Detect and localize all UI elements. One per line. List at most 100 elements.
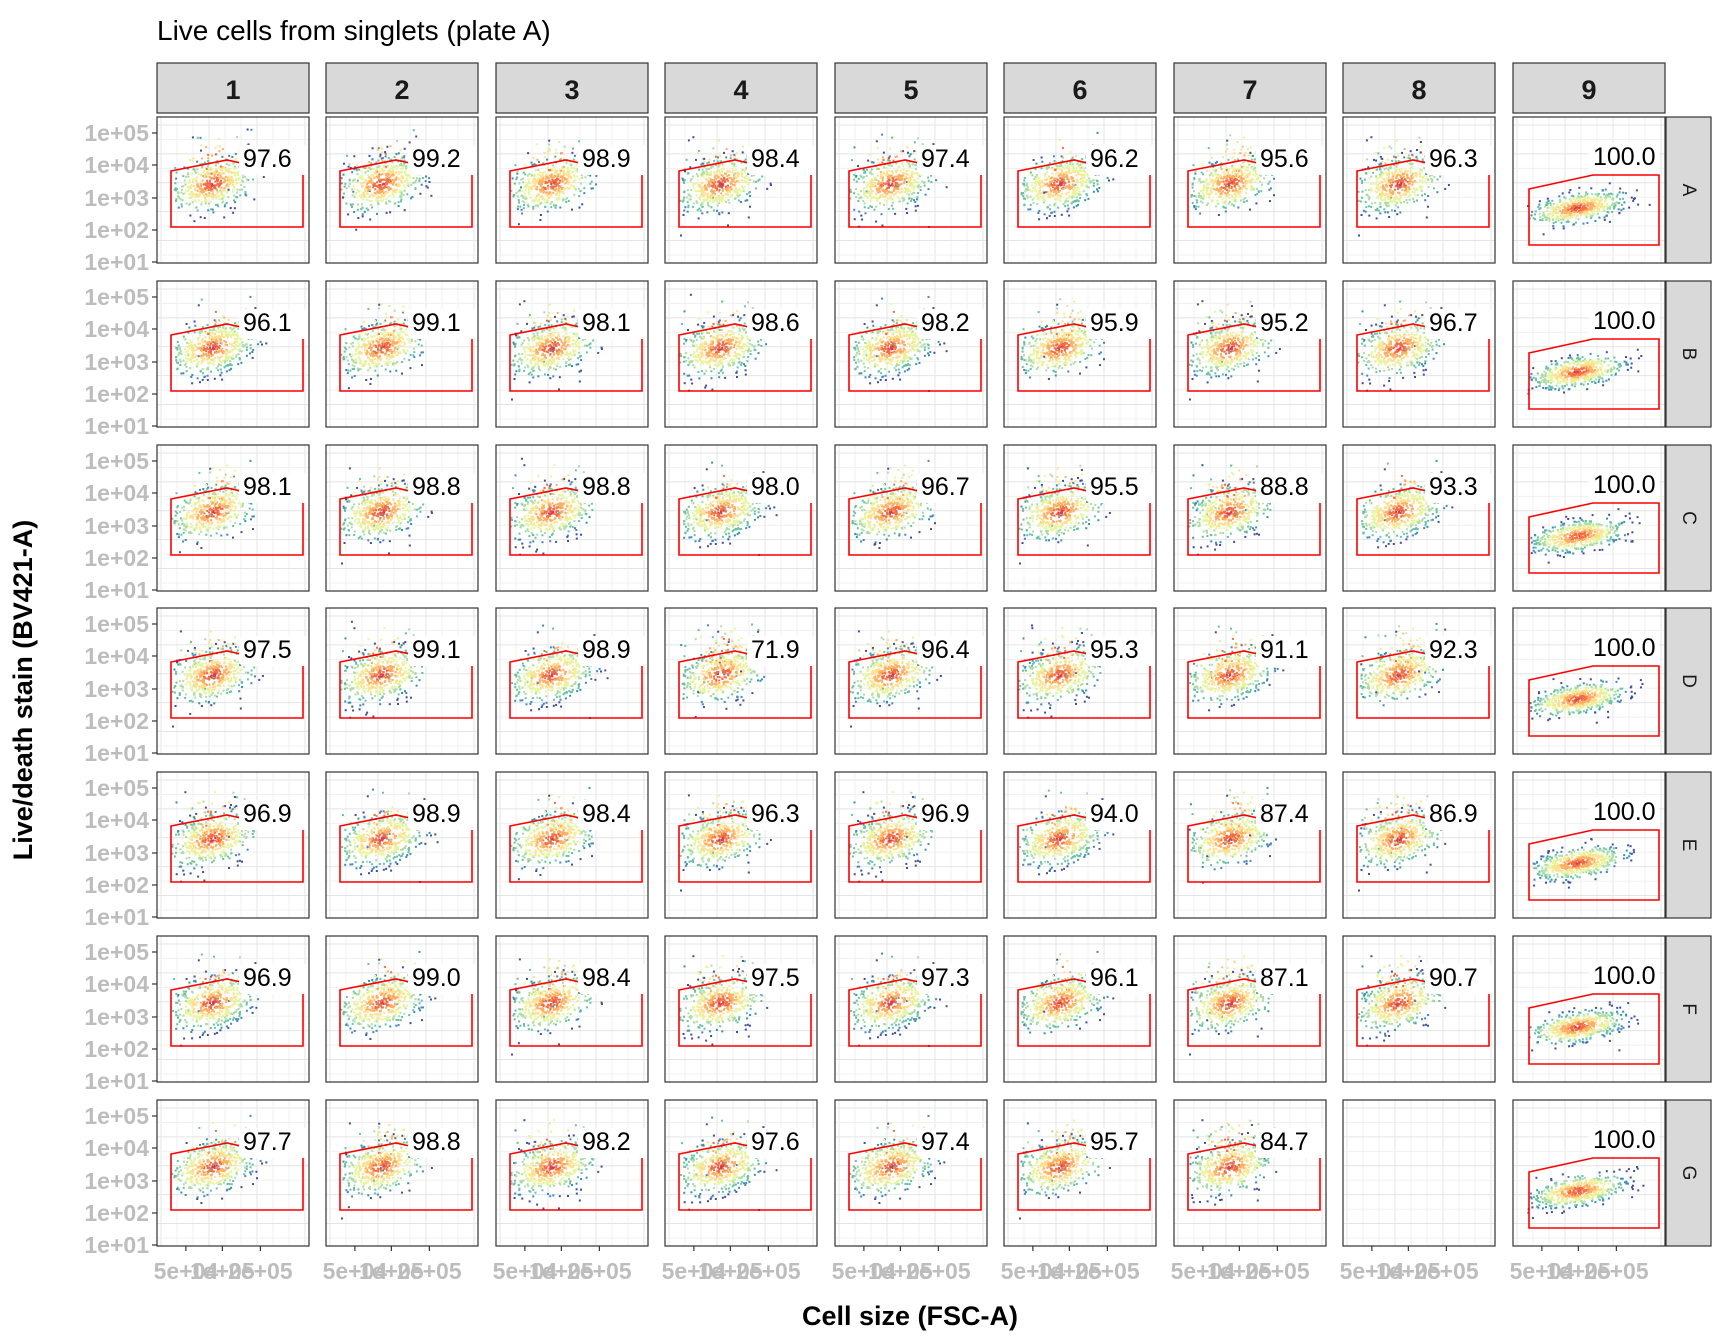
event-point: [215, 188, 217, 190]
event-point: [395, 153, 397, 155]
event-point: [1204, 185, 1206, 187]
event-point: [1405, 189, 1407, 191]
event-point: [578, 188, 580, 190]
event-point: [886, 180, 888, 182]
event-point: [353, 188, 355, 190]
event-point: [1410, 175, 1412, 177]
event-point: [1366, 194, 1368, 196]
event-point: [1073, 192, 1075, 194]
event-point: [895, 170, 897, 172]
event-point: [1361, 182, 1363, 184]
event-point: [567, 169, 569, 171]
event-point: [1415, 156, 1417, 158]
event-point: [562, 200, 564, 202]
event-point: [1062, 179, 1064, 181]
event-point: [1054, 160, 1056, 162]
event-point: [1580, 200, 1582, 202]
event-point: [519, 206, 521, 208]
event-point: [727, 169, 729, 171]
event-point: [1034, 189, 1036, 191]
event-point: [714, 190, 716, 192]
facet-panel: 97.4: [835, 117, 987, 263]
event-point: [706, 168, 708, 170]
event-point: [1251, 159, 1253, 161]
event-point: [1598, 210, 1600, 212]
event-point: [711, 195, 713, 197]
event-point: [557, 199, 559, 201]
y-tick-label: 1e+01: [84, 413, 149, 439]
event-point: [376, 185, 378, 187]
event-point: [1032, 190, 1034, 192]
event-point: [393, 179, 395, 181]
event-point: [738, 189, 740, 191]
event-point: [349, 179, 351, 181]
event-point: [396, 140, 398, 142]
event-point: [866, 190, 868, 192]
event-point: [708, 178, 710, 180]
event-point: [1025, 188, 1027, 190]
event-point: [544, 201, 546, 203]
event-point: [1605, 197, 1607, 199]
event-point: [531, 186, 533, 188]
event-point: [1390, 195, 1392, 197]
event-point: [686, 159, 688, 161]
event-point: [370, 204, 372, 206]
event-point: [406, 175, 408, 177]
y-tick-label: 1e+01: [84, 1068, 149, 1094]
event-point: [1231, 187, 1233, 189]
event-point: [1377, 196, 1379, 198]
event-point: [855, 188, 857, 190]
event-point: [726, 171, 728, 173]
event-point: [1395, 196, 1397, 198]
event-point: [358, 191, 360, 193]
event-point: [221, 169, 223, 171]
event-point: [394, 156, 396, 158]
event-point: [1232, 189, 1234, 191]
event-point: [222, 198, 224, 200]
event-point: [1370, 187, 1372, 189]
event-point: [707, 193, 709, 195]
event-point: [192, 160, 194, 162]
event-point: [875, 206, 877, 208]
event-point: [1221, 186, 1223, 188]
event-point: [220, 175, 222, 177]
event-point: [887, 159, 889, 161]
event-point: [738, 200, 740, 202]
event-point: [542, 175, 544, 177]
event-point: [1229, 134, 1231, 136]
event-point: [1044, 213, 1046, 215]
event-point: [550, 203, 552, 205]
event-point: [1209, 174, 1211, 176]
event-point: [1424, 199, 1426, 201]
event-point: [1378, 177, 1380, 179]
event-point: [389, 168, 391, 170]
event-point: [1543, 212, 1545, 214]
event-point: [1030, 190, 1032, 192]
event-point: [230, 171, 232, 173]
event-point: [1390, 167, 1392, 169]
event-point: [1400, 197, 1402, 199]
event-point: [362, 215, 364, 217]
event-point: [1241, 188, 1243, 190]
event-point: [1273, 194, 1275, 196]
event-point: [867, 192, 869, 194]
event-point: [916, 198, 918, 200]
event-point: [1066, 198, 1068, 200]
event-point: [201, 201, 203, 203]
event-point: [1049, 215, 1051, 217]
event-point: [228, 186, 230, 188]
event-point: [565, 178, 567, 180]
event-point: [521, 195, 523, 197]
event-point: [195, 207, 197, 209]
event-point: [897, 184, 899, 186]
event-point: [182, 185, 184, 187]
event-point: [421, 184, 423, 186]
event-point: [403, 155, 405, 157]
event-point: [1539, 200, 1541, 202]
event-point: [1436, 191, 1438, 193]
event-point: [201, 180, 203, 182]
event-point: [873, 197, 875, 199]
event-point: [1448, 184, 1450, 186]
y-tick-label: 1e+04: [84, 1135, 149, 1161]
event-point: [734, 191, 736, 193]
